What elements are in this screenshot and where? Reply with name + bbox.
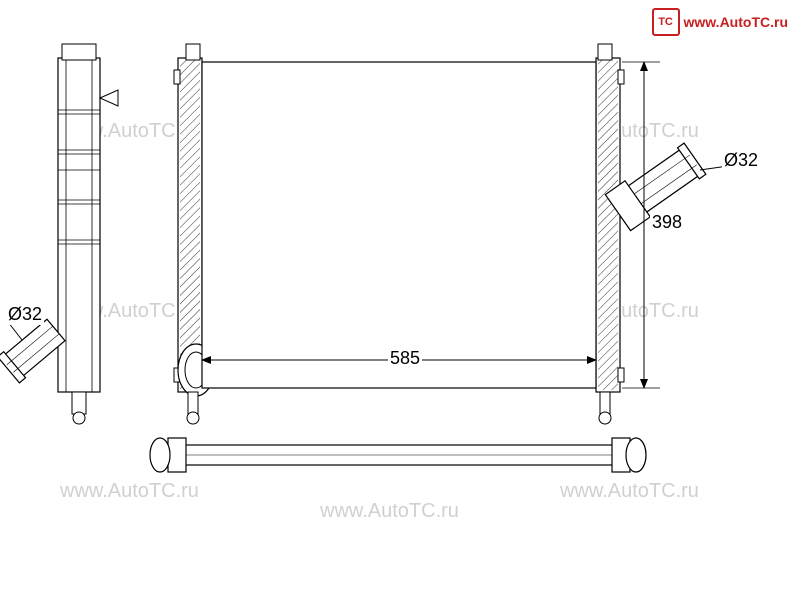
bottom-view bbox=[150, 438, 646, 472]
dim-dia-left-label: Ø32 bbox=[6, 304, 44, 325]
left-side-view bbox=[58, 44, 118, 424]
dim-dia-right-label: Ø32 bbox=[722, 150, 760, 171]
technical-drawing bbox=[0, 0, 800, 600]
logo-icon: TC bbox=[652, 8, 680, 36]
left-side-pipe bbox=[0, 317, 67, 383]
site-logo: TC www.AutoTC.ru bbox=[652, 8, 788, 36]
dim-height-label: 398 bbox=[650, 212, 684, 233]
dim-width-label: 585 bbox=[388, 348, 422, 369]
logo-url-text: www.AutoTC.ru bbox=[684, 14, 788, 30]
logo-icon-text: TC bbox=[658, 17, 673, 28]
